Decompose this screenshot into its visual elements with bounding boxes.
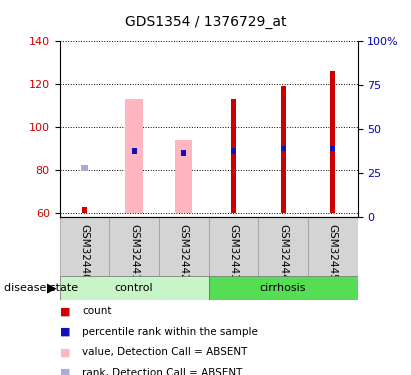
Bar: [281, 86, 286, 213]
Bar: [159, 217, 208, 276]
Text: ■: ■: [60, 348, 70, 357]
Bar: [208, 217, 258, 276]
Bar: [175, 140, 192, 213]
Bar: [81, 165, 88, 171]
Bar: [208, 276, 358, 300]
Text: cirrhosis: cirrhosis: [260, 283, 306, 293]
Text: rank, Detection Call = ABSENT: rank, Detection Call = ABSENT: [82, 368, 242, 375]
Text: GSM32442: GSM32442: [179, 225, 189, 281]
Text: percentile rank within the sample: percentile rank within the sample: [82, 327, 258, 337]
Bar: [109, 217, 159, 276]
Text: GSM32440: GSM32440: [79, 225, 90, 281]
Text: ■: ■: [60, 306, 70, 316]
Text: GSM32443: GSM32443: [229, 225, 238, 281]
Bar: [308, 217, 358, 276]
Bar: [281, 146, 286, 152]
Text: control: control: [115, 283, 153, 293]
Bar: [132, 148, 136, 153]
Bar: [181, 150, 186, 156]
Bar: [330, 146, 335, 152]
Bar: [82, 207, 87, 213]
Text: disease state: disease state: [4, 283, 78, 293]
Text: GSM32441: GSM32441: [129, 225, 139, 281]
Bar: [60, 276, 209, 300]
Text: value, Detection Call = ABSENT: value, Detection Call = ABSENT: [82, 348, 247, 357]
Text: count: count: [82, 306, 112, 316]
Bar: [125, 99, 143, 213]
Text: GSM32445: GSM32445: [328, 225, 338, 281]
Bar: [231, 99, 236, 213]
Bar: [231, 148, 236, 153]
Text: ■: ■: [60, 368, 70, 375]
Bar: [330, 71, 335, 213]
Text: GDS1354 / 1376729_at: GDS1354 / 1376729_at: [125, 15, 286, 29]
Text: ■: ■: [60, 327, 70, 337]
Text: ▶: ▶: [46, 281, 56, 294]
Text: GSM32444: GSM32444: [278, 225, 288, 281]
Bar: [258, 217, 308, 276]
Bar: [60, 217, 109, 276]
